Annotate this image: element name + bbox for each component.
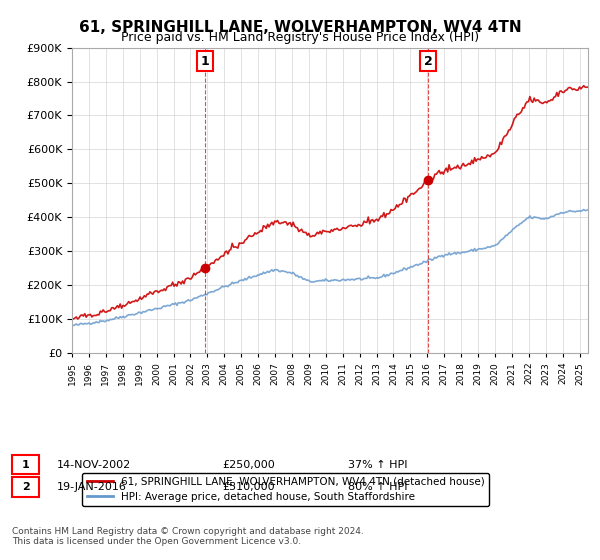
- Text: 1: 1: [201, 55, 209, 68]
- Text: 1: 1: [22, 460, 29, 470]
- Text: 14-NOV-2002: 14-NOV-2002: [57, 460, 131, 470]
- Text: Price paid vs. HM Land Registry's House Price Index (HPI): Price paid vs. HM Land Registry's House …: [121, 31, 479, 44]
- Text: £510,000: £510,000: [222, 482, 275, 492]
- Text: 80% ↑ HPI: 80% ↑ HPI: [348, 482, 407, 492]
- Text: 2: 2: [424, 55, 433, 68]
- Text: 37% ↑ HPI: 37% ↑ HPI: [348, 460, 407, 470]
- Text: 19-JAN-2016: 19-JAN-2016: [57, 482, 127, 492]
- Text: 2: 2: [22, 482, 29, 492]
- Legend: 61, SPRINGHILL LANE, WOLVERHAMPTON, WV4 4TN (detached house), HPI: Average price: 61, SPRINGHILL LANE, WOLVERHAMPTON, WV4 …: [82, 473, 489, 506]
- Text: Contains HM Land Registry data © Crown copyright and database right 2024.
This d: Contains HM Land Registry data © Crown c…: [12, 526, 364, 546]
- Text: 61, SPRINGHILL LANE, WOLVERHAMPTON, WV4 4TN: 61, SPRINGHILL LANE, WOLVERHAMPTON, WV4 …: [79, 20, 521, 35]
- Text: £250,000: £250,000: [222, 460, 275, 470]
